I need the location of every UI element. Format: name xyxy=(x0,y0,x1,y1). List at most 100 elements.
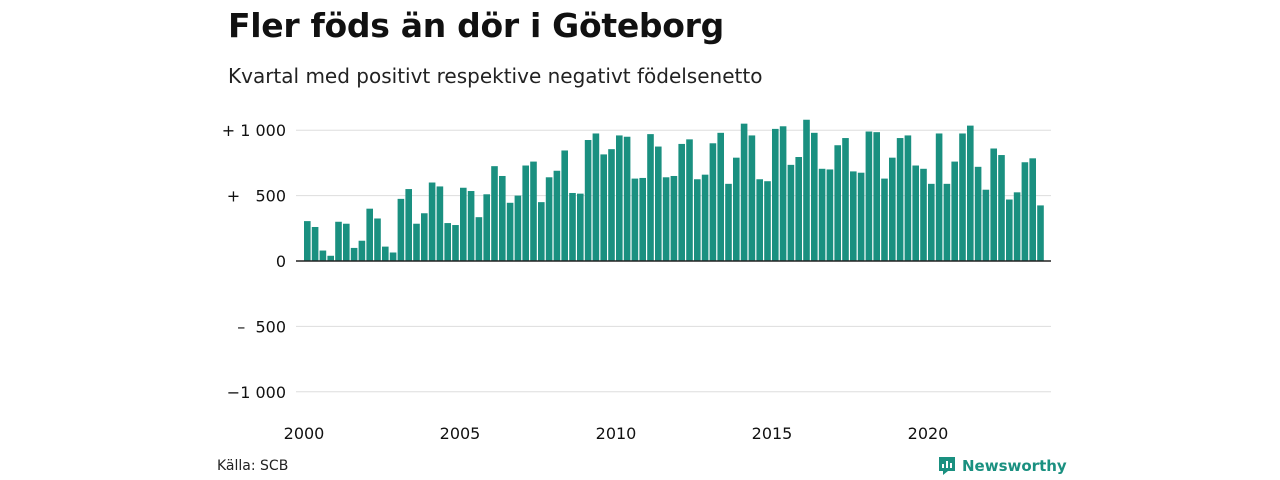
bar xyxy=(623,136,631,261)
bar xyxy=(569,192,576,261)
bar xyxy=(592,133,600,261)
bar xyxy=(491,166,498,261)
bar xyxy=(428,182,436,261)
y-tick-label: + 1 000 xyxy=(222,121,286,140)
bar xyxy=(483,194,490,261)
x-tick-label: 2010 xyxy=(596,424,637,443)
x-tick-label: 2005 xyxy=(440,424,481,443)
bar xyxy=(1006,199,1013,261)
bar xyxy=(475,217,483,261)
bar xyxy=(811,132,818,261)
bar xyxy=(896,138,904,261)
brand-name: Newsworthy xyxy=(962,457,1067,475)
bar xyxy=(397,198,405,261)
x-axis-labels: 2000 2005 2010 2015 2020 xyxy=(284,424,949,443)
bar xyxy=(436,186,444,261)
bar xyxy=(405,189,412,261)
bar xyxy=(522,165,529,261)
bar xyxy=(904,135,912,261)
bar xyxy=(358,240,366,261)
x-tick-label: 2000 xyxy=(284,424,325,443)
bar xyxy=(413,223,420,261)
bar xyxy=(694,179,701,261)
bar xyxy=(779,126,787,261)
bar xyxy=(834,145,841,261)
bar xyxy=(514,195,522,261)
bar xyxy=(319,250,327,261)
y-axis-labels: + 1 000 + 500 0 – 500 −1 000 xyxy=(222,121,286,402)
bar xyxy=(335,221,342,261)
bar xyxy=(655,146,662,261)
bar xyxy=(561,150,568,261)
bar xyxy=(577,193,584,261)
bar xyxy=(943,183,951,261)
bar xyxy=(374,218,381,261)
bar xyxy=(647,134,654,261)
bar xyxy=(452,225,459,261)
bar xyxy=(538,202,545,261)
newsworthy-logo-icon xyxy=(939,457,955,475)
bar xyxy=(826,169,834,261)
bar xyxy=(803,119,810,262)
bar xyxy=(327,255,334,261)
bar xyxy=(725,183,732,261)
bar xyxy=(584,140,592,261)
bar xyxy=(686,139,693,261)
bar xyxy=(467,191,475,261)
bar xyxy=(990,148,997,261)
x-tick-label: 2015 xyxy=(752,424,793,443)
bar xyxy=(787,164,795,261)
y-tick-label: + 500 xyxy=(227,187,286,206)
bar xyxy=(382,246,389,261)
bar xyxy=(350,247,358,261)
bar xyxy=(1037,205,1044,261)
bar xyxy=(857,172,865,261)
bar xyxy=(678,143,685,261)
bar xyxy=(912,165,919,261)
bar xyxy=(881,178,888,261)
bar xyxy=(935,133,943,261)
bar xyxy=(772,128,779,261)
bar xyxy=(343,223,350,261)
bar xyxy=(553,170,561,261)
bar xyxy=(631,178,639,261)
bars xyxy=(304,119,1044,262)
bar xyxy=(920,168,927,261)
bar xyxy=(506,202,514,261)
bar xyxy=(873,132,880,261)
bar xyxy=(1021,162,1029,261)
bar xyxy=(389,252,397,261)
chart-subtitle: Kvartal med positivt respektive negativt… xyxy=(228,64,763,88)
bar xyxy=(421,213,428,261)
bar xyxy=(701,174,709,261)
x-tick-label: 2020 xyxy=(908,424,949,443)
bar xyxy=(1029,158,1036,261)
bar xyxy=(1013,192,1021,261)
bar xyxy=(366,208,373,261)
bar xyxy=(600,154,607,261)
bar xyxy=(733,157,740,261)
bar xyxy=(444,223,451,261)
bar xyxy=(616,135,623,261)
bar xyxy=(795,157,802,261)
bar xyxy=(998,155,1005,261)
chart-title: Fler föds än dör i Göteborg xyxy=(228,6,724,45)
y-tick-label: – 500 xyxy=(237,317,286,336)
bar xyxy=(842,138,849,261)
bar xyxy=(530,161,537,261)
bar xyxy=(928,183,935,261)
bar xyxy=(982,189,990,261)
bar xyxy=(974,166,982,261)
brand-logo[interactable]: Newsworthy xyxy=(938,456,1067,476)
bar xyxy=(545,177,553,261)
bar xyxy=(850,171,857,261)
bar xyxy=(608,149,615,261)
bar xyxy=(818,168,826,261)
source-note: Källa: SCB xyxy=(217,458,289,474)
bar xyxy=(311,226,319,261)
bar xyxy=(748,135,756,261)
y-tick-label: −1 000 xyxy=(227,383,286,402)
bar xyxy=(460,187,467,261)
bar xyxy=(499,175,506,261)
bar xyxy=(740,123,748,261)
